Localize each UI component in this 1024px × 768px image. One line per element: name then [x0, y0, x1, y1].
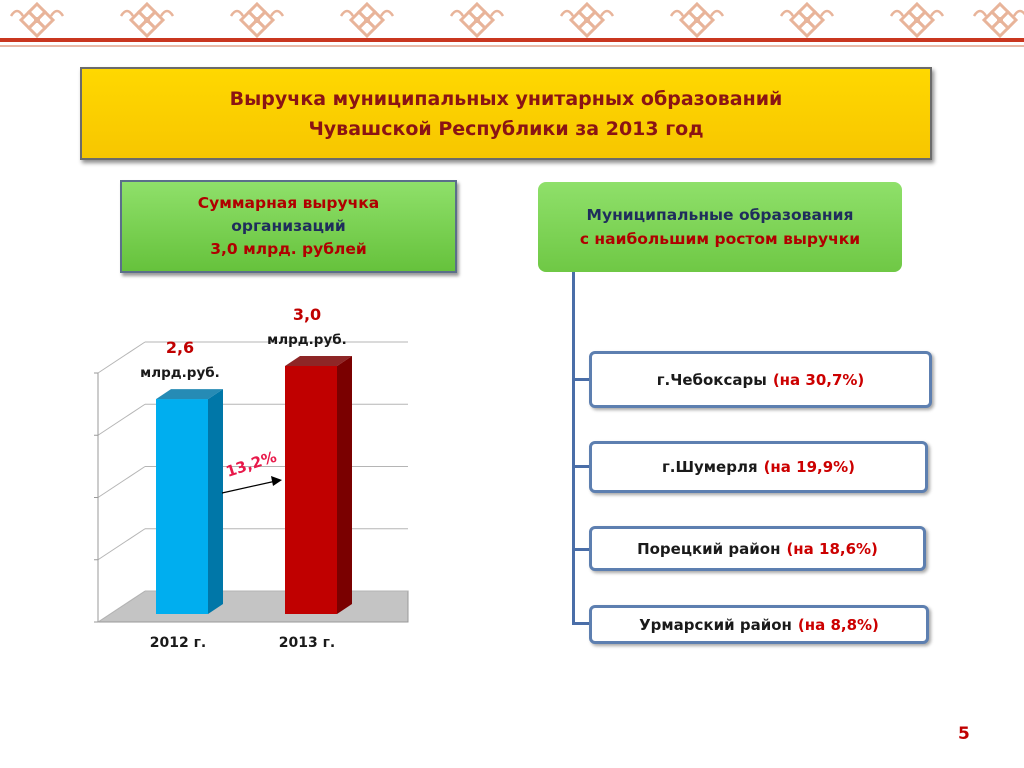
municipal-header-line-2: с наибольшим ростом выручки — [579, 230, 861, 248]
total-line-2: организаций — [231, 217, 346, 235]
municipal-item-cheboksary: г.Чебоксары (на 30,7%) — [589, 351, 932, 408]
total-line-1: Суммарная выручка — [197, 194, 380, 212]
chart-labels: 2,6 млрд.руб. 2012 г. 3,0 млрд.руб. 2013 г. — [140, 305, 347, 651]
gridline — [97, 403, 146, 436]
total-line-3: 3,0 млрд. рублей — [210, 240, 367, 258]
municipal-item-growth: (на 19,9%) — [763, 458, 856, 476]
tree-trunk-line — [572, 272, 575, 624]
growth-arrow-icon — [221, 480, 277, 494]
bar-side — [208, 389, 223, 614]
page-number: 5 — [958, 724, 970, 744]
municipal-header-box: Муниципальные образования с наибольшим р… — [538, 182, 902, 272]
category-label: 2013 г. — [279, 635, 335, 651]
bar-front — [285, 366, 337, 614]
municipal-item-name: г.Чебоксары — [656, 370, 767, 389]
tree-branch — [572, 378, 590, 381]
gridline — [97, 466, 146, 498]
slide-title-box: Выручка муниципальных унитарных образова… — [80, 67, 932, 160]
bar-value-label: 2,6 — [166, 338, 194, 357]
chart-floor — [96, 590, 409, 623]
total-revenue-box: Суммарная выручка организаций 3,0 млрд. … — [120, 180, 457, 273]
gridline — [97, 528, 146, 561]
chart-bars — [156, 356, 352, 614]
gridline — [97, 590, 146, 623]
gridline — [97, 341, 146, 374]
bar-side — [337, 356, 352, 614]
bar-front — [156, 399, 208, 614]
category-label: 2012 г. — [150, 635, 206, 651]
municipal-item-name: г.Шумерля — [661, 458, 758, 476]
bar-top — [285, 356, 352, 366]
tree-branch — [572, 548, 590, 551]
municipal-item-growth: (на 8,8%) — [797, 615, 879, 634]
municipal-item-poretsky: Порецкий район (на 18,6%) — [589, 526, 926, 571]
municipal-item-name: Порецкий район — [637, 539, 781, 558]
municipal-item-growth: (на 30,7%) — [772, 370, 865, 389]
municipal-item-urmarsky: Урмарский район (на 8,8%) — [589, 605, 929, 644]
ornament-light-line — [0, 45, 1024, 47]
bar-unit-label: млрд.руб. — [140, 365, 220, 381]
tree-branch — [572, 622, 590, 625]
slide-title: Выручка муниципальных унитарных образова… — [229, 87, 783, 140]
municipal-item-name: Урмарский район — [639, 615, 792, 634]
tree-branch — [572, 465, 590, 468]
bar-unit-label: млрд.руб. — [267, 332, 347, 348]
municipal-item-shumerlya: г.Шумерля (на 19,9%) — [589, 441, 928, 493]
growth-arrowhead-icon — [271, 476, 282, 486]
municipal-header-line-1: Муниципальные образования — [586, 206, 854, 224]
bar-value-label: 3,0 — [293, 305, 321, 324]
bar-top — [156, 389, 223, 400]
ornament-red-line — [0, 38, 1024, 42]
municipal-item-growth: (на 18,6%) — [786, 539, 878, 558]
